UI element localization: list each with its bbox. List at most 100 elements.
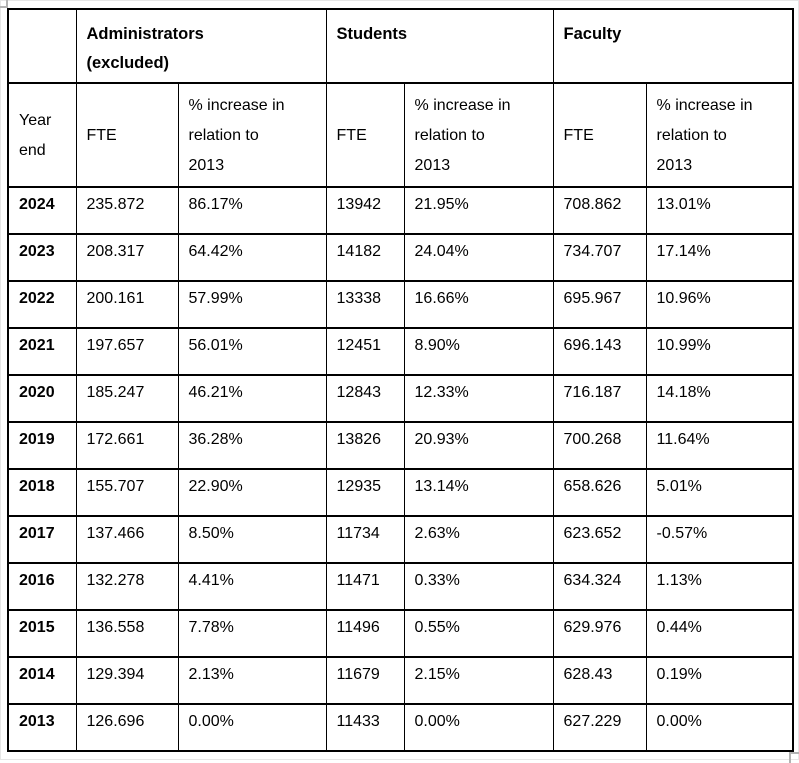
admin-fte-cell: 200.161	[75, 280, 179, 329]
admin-fte-cell: 136.558	[75, 609, 179, 658]
faculty-fte-cell: 658.626	[552, 468, 647, 517]
faculty-pct-cell: 10.99%	[645, 327, 794, 376]
students-fte-cell: 11471	[325, 562, 405, 611]
faculty-pct-cell: 10.96%	[645, 280, 794, 329]
students-pct-cell: 20.93%	[403, 421, 554, 470]
col-header-admin-fte: FTE	[75, 82, 179, 188]
students-pct-cell: 8.90%	[403, 327, 554, 376]
admin-fte-cell: 132.278	[75, 562, 179, 611]
year-cell: 2016	[7, 562, 77, 611]
faculty-fte-cell: 696.143	[552, 327, 647, 376]
admin-pct-cell: 7.78%	[177, 609, 327, 658]
table-row: 2016 132.278 4.41% 11471 0.33% 634.324 1…	[7, 562, 794, 611]
admin-fte-cell: 208.317	[75, 233, 179, 282]
col-header-faculty-pct: % increase in relation to 2013	[645, 82, 794, 188]
students-fte-cell: 11433	[325, 703, 405, 752]
faculty-fte-cell: 629.976	[552, 609, 647, 658]
admin-pct-cell: 36.28%	[177, 421, 327, 470]
faculty-fte-cell: 627.229	[552, 703, 647, 752]
faculty-fte-cell: 628.43	[552, 656, 647, 705]
admin-fte-cell: 185.247	[75, 374, 179, 423]
faculty-pct-cell: 17.14%	[645, 233, 794, 282]
admin-pct-cell: 64.42%	[177, 233, 327, 282]
table-row: 2017 137.466 8.50% 11734 2.63% 623.652 -…	[7, 515, 794, 564]
students-fte-cell: 12843	[325, 374, 405, 423]
admin-fte-cell: 235.872	[75, 186, 179, 235]
students-fte-cell: 12935	[325, 468, 405, 517]
table-row: 2024 235.872 86.17% 13942 21.95% 708.862…	[7, 186, 794, 235]
faculty-pct-cell: -0.57%	[645, 515, 794, 564]
students-fte-cell: 11496	[325, 609, 405, 658]
year-cell: 2023	[7, 233, 77, 282]
admin-fte-cell: 137.466	[75, 515, 179, 564]
admin-pct-cell: 86.17%	[177, 186, 327, 235]
students-fte-cell: 11679	[325, 656, 405, 705]
group-header-row: Administrators (excluded) Students Facul…	[7, 8, 794, 84]
students-pct-cell: 24.04%	[403, 233, 554, 282]
admin-pct-cell: 4.41%	[177, 562, 327, 611]
students-fte-cell: 13942	[325, 186, 405, 235]
col-header-admin-pct: % increase in relation to 2013	[177, 82, 327, 188]
fte-table: Administrators (excluded) Students Facul…	[7, 8, 795, 752]
students-fte-cell: 11734	[325, 515, 405, 564]
group-header-students: Students	[325, 8, 554, 84]
table-row: 2013 126.696 0.00% 11433 0.00% 627.229 0…	[7, 703, 794, 752]
col-header-year-end: Year end	[7, 82, 77, 188]
table-row: 2023 208.317 64.42% 14182 24.04% 734.707…	[7, 233, 794, 282]
admin-pct-cell: 56.01%	[177, 327, 327, 376]
students-pct-cell: 0.00%	[403, 703, 554, 752]
students-fte-cell: 13826	[325, 421, 405, 470]
students-pct-cell: 21.95%	[403, 186, 554, 235]
admin-fte-cell: 197.657	[75, 327, 179, 376]
col-header-faculty-fte: FTE	[552, 82, 647, 188]
year-cell: 2017	[7, 515, 77, 564]
admin-fte-cell: 126.696	[75, 703, 179, 752]
faculty-pct-cell: 14.18%	[645, 374, 794, 423]
faculty-pct-cell: 11.64%	[645, 421, 794, 470]
admin-pct-cell: 8.50%	[177, 515, 327, 564]
group-header-administrators: Administrators (excluded)	[75, 8, 327, 84]
year-cell: 2020	[7, 374, 77, 423]
students-pct-cell: 2.15%	[403, 656, 554, 705]
faculty-pct-cell: 5.01%	[645, 468, 794, 517]
table-resize-handle-icon[interactable]	[789, 752, 799, 763]
faculty-pct-cell: 0.19%	[645, 656, 794, 705]
faculty-pct-cell: 13.01%	[645, 186, 794, 235]
admin-pct-cell: 57.99%	[177, 280, 327, 329]
students-pct-cell: 12.33%	[403, 374, 554, 423]
year-cell: 2014	[7, 656, 77, 705]
faculty-fte-cell: 716.187	[552, 374, 647, 423]
faculty-pct-cell: 0.00%	[645, 703, 794, 752]
column-header-row: Year end FTE % increase in relation to 2…	[7, 82, 794, 188]
table-row: 2015 136.558 7.78% 11496 0.55% 629.976 0…	[7, 609, 794, 658]
faculty-fte-cell: 700.268	[552, 421, 647, 470]
admin-fte-cell: 155.707	[75, 468, 179, 517]
students-pct-cell: 13.14%	[403, 468, 554, 517]
admin-pct-cell: 46.21%	[177, 374, 327, 423]
faculty-fte-cell: 634.324	[552, 562, 647, 611]
admin-fte-cell: 129.394	[75, 656, 179, 705]
students-pct-cell: 16.66%	[403, 280, 554, 329]
students-fte-cell: 12451	[325, 327, 405, 376]
admin-pct-cell: 22.90%	[177, 468, 327, 517]
students-fte-cell: 14182	[325, 233, 405, 282]
group-header-faculty: Faculty	[552, 8, 794, 84]
students-pct-cell: 0.33%	[403, 562, 554, 611]
table-move-handle-icon[interactable]	[0, 0, 8, 8]
admin-fte-cell: 172.661	[75, 421, 179, 470]
table-row: 2014 129.394 2.13% 11679 2.15% 628.43 0.…	[7, 656, 794, 705]
year-cell: 2021	[7, 327, 77, 376]
year-cell: 2024	[7, 186, 77, 235]
year-cell: 2015	[7, 609, 77, 658]
table-row: 2020 185.247 46.21% 12843 12.33% 716.187…	[7, 374, 794, 423]
corner-empty-cell	[7, 8, 77, 84]
admin-pct-cell: 2.13%	[177, 656, 327, 705]
table-row: 2019 172.661 36.28% 13826 20.93% 700.268…	[7, 421, 794, 470]
admin-pct-cell: 0.00%	[177, 703, 327, 752]
table-row: 2021 197.657 56.01% 12451 8.90% 696.143 …	[7, 327, 794, 376]
table-row: 2022 200.161 57.99% 13338 16.66% 695.967…	[7, 280, 794, 329]
faculty-pct-cell: 1.13%	[645, 562, 794, 611]
students-pct-cell: 2.63%	[403, 515, 554, 564]
faculty-fte-cell: 695.967	[552, 280, 647, 329]
faculty-fte-cell: 708.862	[552, 186, 647, 235]
